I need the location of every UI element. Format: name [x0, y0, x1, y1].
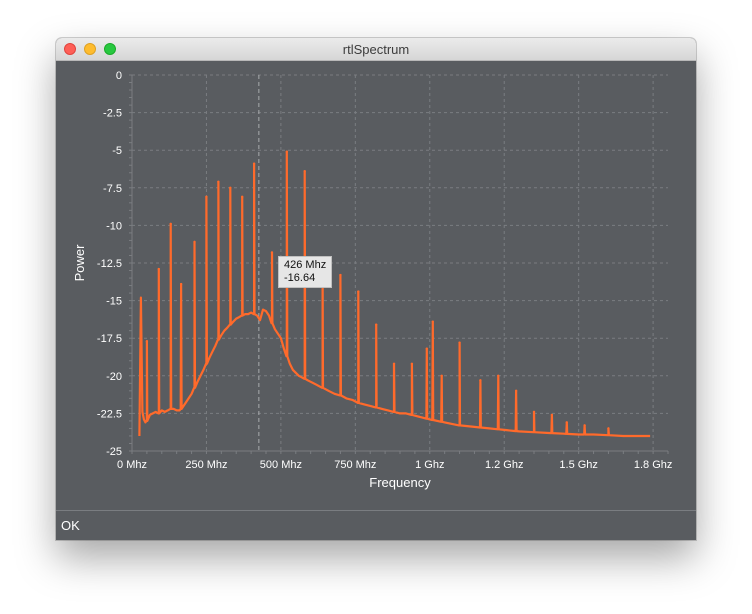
close-window-button[interactable]	[64, 43, 76, 55]
y-tick-label: -20	[106, 371, 122, 383]
spectrum-peak	[410, 362, 414, 365]
y-tick-label: -17.5	[97, 333, 122, 345]
x-tick-label: 1.8 Ghz	[634, 459, 673, 471]
spectrum-peak	[565, 421, 568, 424]
spectrum-peak	[479, 379, 482, 382]
y-tick-label: 0	[116, 70, 122, 82]
x-tick-label: 500 Mhz	[260, 459, 302, 471]
x-tick-label: 1 Ghz	[415, 459, 444, 471]
y-axis-label: Power	[72, 244, 87, 282]
minimize-window-button[interactable]	[84, 43, 96, 55]
plot-background	[56, 61, 696, 510]
x-tick-label: 1.2 Ghz	[485, 459, 524, 471]
spectrum-peak	[392, 362, 396, 365]
y-tick-label: -12.5	[97, 258, 122, 270]
status-bar: OK	[56, 510, 696, 540]
x-tick-label: 250 Mhz	[185, 459, 227, 471]
spectrum-peak	[497, 374, 500, 377]
zoom-window-button[interactable]	[104, 43, 116, 55]
spectrum-peak	[532, 410, 536, 414]
spectrum-peak	[583, 424, 586, 427]
spectrum-peak	[193, 240, 196, 244]
spectrum-peak	[145, 340, 149, 343]
spectrum-peak	[357, 290, 360, 293]
y-tick-label: -2.5	[103, 108, 122, 120]
spectrum-peak	[425, 347, 428, 350]
y-tick-label: -7.5	[103, 183, 122, 195]
spectrum-peak	[339, 273, 342, 277]
spectrum-peak	[374, 323, 378, 326]
spectrum-peak	[217, 180, 220, 183]
spectrum-peak	[169, 222, 172, 226]
y-tick-label: -15	[106, 296, 122, 308]
spectrum-peak	[440, 374, 443, 377]
spectrum-peak	[240, 195, 244, 199]
spectrum-peak	[285, 150, 289, 153]
x-tick-label: 0 Mhz	[117, 459, 147, 471]
spectrum-peak	[252, 162, 256, 165]
x-axis-label: Frequency	[369, 475, 431, 490]
spectrum-peak	[431, 320, 434, 323]
spectrum-peak	[270, 251, 274, 254]
spectrum-peak	[205, 195, 208, 199]
spectrum-peak	[550, 413, 554, 417]
spectrum-chart[interactable]: 0 -2.5 -5 -7.5 -10 -12.5 -15 -17.5 -20 -22.5 -25 0 …	[56, 61, 696, 510]
spectrum-chart-svg[interactable]: 0 -2.5 -5 -7.5 -10 -12.5 -15 -17.5 -20 -22.5 -250 …	[56, 61, 696, 510]
spectrum-series-line	[138, 150, 651, 438]
tooltip-power: -16.64	[284, 272, 316, 284]
window-title: rtlSpectrum	[342, 42, 410, 57]
spectrum-peak	[458, 341, 461, 344]
cursor-tooltip: 426 Mhz -16.64	[278, 256, 333, 288]
spectrum-peak	[157, 267, 160, 271]
y-tick-label: -25	[106, 446, 122, 458]
spectrum-peak	[514, 389, 518, 393]
y-tick-label: -5	[112, 145, 122, 157]
status-text: OK	[61, 518, 80, 533]
y-tick-label: -10	[106, 220, 122, 232]
title-bar[interactable]: rtlSpectrum	[56, 38, 696, 61]
spectrum-peak	[179, 282, 183, 286]
spectrum-peak	[229, 186, 232, 189]
app-window: rtlSpectrum 0 -2.5 -5 -7.5 -10 -12.5 -15 -17.5 -…	[56, 38, 696, 540]
spectrum-peak	[303, 170, 306, 173]
spectrum-peak	[607, 427, 610, 430]
x-tick-label: 1.5 Ghz	[559, 459, 598, 471]
tooltip-frequency: 426 Mhz	[284, 259, 327, 271]
y-tick-label: -22.5	[97, 408, 122, 420]
x-tick-label: 750 Mhz	[334, 459, 376, 471]
